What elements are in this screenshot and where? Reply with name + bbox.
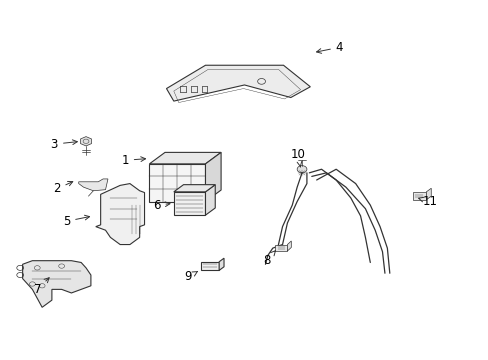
Text: 10: 10 bbox=[290, 148, 305, 167]
Polygon shape bbox=[149, 152, 221, 164]
Text: 11: 11 bbox=[418, 195, 436, 208]
Polygon shape bbox=[205, 185, 215, 215]
Text: 6: 6 bbox=[153, 199, 170, 212]
Polygon shape bbox=[173, 192, 205, 215]
Text: 3: 3 bbox=[51, 138, 77, 150]
Circle shape bbox=[297, 166, 306, 173]
Polygon shape bbox=[173, 185, 215, 192]
Polygon shape bbox=[96, 184, 144, 244]
Text: 9: 9 bbox=[184, 270, 197, 283]
Polygon shape bbox=[79, 179, 108, 191]
Polygon shape bbox=[22, 261, 91, 307]
Bar bbox=[160, 156, 166, 161]
Polygon shape bbox=[219, 258, 224, 270]
Text: 1: 1 bbox=[121, 154, 145, 167]
Polygon shape bbox=[426, 188, 430, 200]
Text: 4: 4 bbox=[316, 41, 343, 54]
Polygon shape bbox=[287, 241, 291, 251]
Polygon shape bbox=[205, 152, 221, 202]
Bar bbox=[177, 153, 183, 158]
Text: 2: 2 bbox=[53, 181, 73, 195]
Text: 5: 5 bbox=[62, 215, 89, 228]
Text: 8: 8 bbox=[262, 251, 275, 267]
Polygon shape bbox=[149, 164, 205, 202]
Polygon shape bbox=[81, 136, 91, 146]
Text: 7: 7 bbox=[34, 278, 49, 296]
Polygon shape bbox=[166, 65, 310, 101]
Polygon shape bbox=[275, 244, 287, 251]
Polygon shape bbox=[200, 262, 219, 270]
Polygon shape bbox=[412, 192, 426, 200]
